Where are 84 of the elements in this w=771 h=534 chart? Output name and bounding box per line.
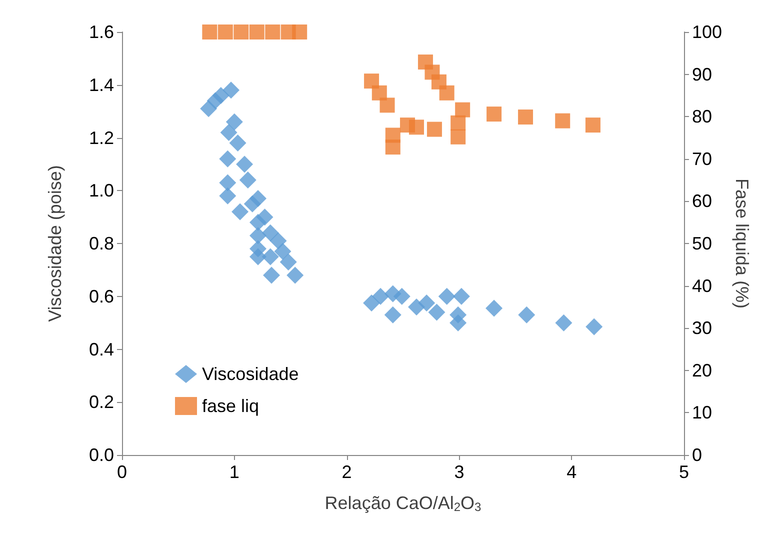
x-tick-label: 3 bbox=[454, 462, 464, 482]
y-tick-label: 1.6 bbox=[88, 22, 114, 42]
point bbox=[262, 248, 279, 266]
y2-tick-label: 90 bbox=[692, 64, 712, 84]
point bbox=[408, 120, 424, 135]
point bbox=[363, 294, 380, 312]
point bbox=[518, 110, 534, 125]
point bbox=[250, 248, 267, 266]
point bbox=[229, 134, 246, 152]
point bbox=[555, 113, 570, 128]
point bbox=[439, 85, 454, 100]
y2-tick-label: 30 bbox=[692, 318, 712, 338]
y-axis-title: Viscosidade (poise) bbox=[45, 165, 65, 322]
x-tick-label: 0 bbox=[116, 462, 128, 482]
point bbox=[249, 24, 264, 40]
point bbox=[218, 24, 233, 40]
y2-axis-title: Fase liquida (%) bbox=[732, 178, 752, 309]
point bbox=[418, 294, 436, 312]
point bbox=[222, 82, 240, 99]
point bbox=[280, 254, 297, 271]
point bbox=[250, 227, 267, 244]
point bbox=[226, 113, 243, 130]
point bbox=[244, 195, 261, 212]
point bbox=[220, 124, 238, 141]
point bbox=[286, 266, 304, 284]
point bbox=[455, 102, 470, 118]
point bbox=[450, 306, 467, 324]
point bbox=[385, 128, 400, 143]
x-tick-label: 1 bbox=[229, 462, 240, 482]
y-tick-label: 0.2 bbox=[88, 392, 114, 412]
point bbox=[384, 306, 402, 324]
y-tick-label: 1.4 bbox=[88, 74, 114, 95]
y-tick-label: 1.0 bbox=[88, 180, 114, 201]
point bbox=[202, 24, 218, 40]
y-tick-label: 1.2 bbox=[88, 128, 114, 148]
y2-tick-label: 80 bbox=[692, 106, 712, 127]
y2-tick-label: 0 bbox=[692, 445, 702, 465]
point bbox=[234, 24, 249, 40]
point bbox=[450, 115, 466, 130]
point bbox=[585, 118, 600, 133]
point bbox=[555, 314, 572, 332]
point bbox=[232, 203, 249, 220]
y2-tick-label: 100 bbox=[692, 22, 722, 42]
point bbox=[428, 304, 446, 321]
point bbox=[250, 214, 267, 231]
y-tick-label: 0.0 bbox=[88, 445, 114, 465]
point bbox=[219, 187, 236, 204]
point bbox=[219, 174, 236, 192]
point bbox=[380, 98, 395, 113]
point bbox=[486, 106, 502, 122]
point bbox=[518, 306, 536, 324]
point bbox=[274, 242, 292, 260]
y-tick-label: 0.8 bbox=[88, 234, 114, 254]
point bbox=[212, 86, 230, 104]
point bbox=[393, 288, 410, 305]
point bbox=[265, 24, 280, 40]
point bbox=[486, 300, 503, 317]
legend-label: Viscosidade bbox=[202, 364, 299, 384]
point bbox=[452, 288, 470, 305]
y-tick-label: 0.6 bbox=[88, 286, 114, 306]
point bbox=[426, 122, 442, 137]
point bbox=[372, 288, 390, 305]
point bbox=[270, 232, 287, 250]
y2-tick-label: 20 bbox=[692, 360, 712, 380]
point bbox=[450, 129, 466, 144]
y2-tick-label: 70 bbox=[692, 148, 712, 169]
x-tick-label: 5 bbox=[678, 462, 690, 482]
point bbox=[438, 288, 456, 305]
point bbox=[292, 24, 308, 40]
x-tick-label: 2 bbox=[342, 462, 352, 482]
point bbox=[262, 266, 280, 284]
point bbox=[586, 318, 603, 336]
x-tick-label: 4 bbox=[566, 462, 577, 482]
point bbox=[364, 74, 380, 89]
y2-tick-label: 40 bbox=[692, 276, 712, 296]
point bbox=[239, 172, 256, 189]
point bbox=[372, 85, 387, 100]
point bbox=[219, 150, 236, 168]
y2-tick-label: 50 bbox=[692, 234, 712, 254]
y2-tick-label: 10 bbox=[692, 402, 712, 423]
point bbox=[236, 156, 254, 173]
y2-tick-label: 60 bbox=[692, 191, 712, 212]
legend-label: fase liq bbox=[202, 396, 260, 416]
y-tick-label: 0.4 bbox=[88, 339, 114, 360]
